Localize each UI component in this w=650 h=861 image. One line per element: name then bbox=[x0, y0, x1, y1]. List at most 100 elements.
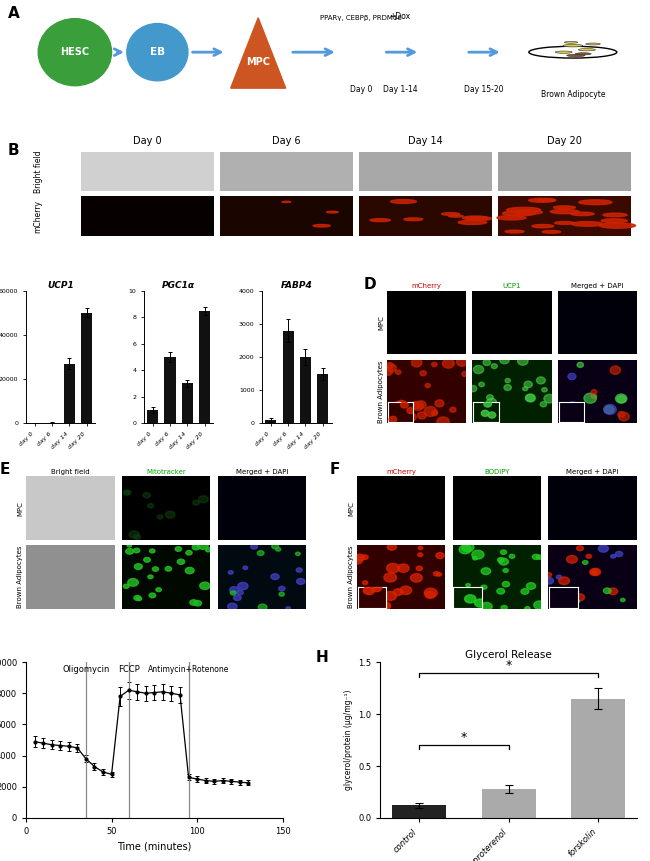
Circle shape bbox=[521, 589, 529, 594]
Circle shape bbox=[251, 544, 257, 549]
Circle shape bbox=[526, 583, 536, 589]
FancyBboxPatch shape bbox=[81, 152, 214, 191]
Circle shape bbox=[542, 231, 560, 233]
Circle shape bbox=[135, 564, 142, 569]
Text: *: * bbox=[461, 731, 467, 744]
Circle shape bbox=[435, 400, 444, 407]
Ellipse shape bbox=[38, 19, 112, 86]
Circle shape bbox=[361, 592, 366, 596]
Circle shape bbox=[540, 402, 547, 407]
Circle shape bbox=[192, 544, 200, 550]
Circle shape bbox=[134, 596, 140, 600]
Circle shape bbox=[536, 555, 542, 560]
Circle shape bbox=[424, 588, 437, 598]
Circle shape bbox=[186, 550, 192, 555]
Circle shape bbox=[436, 553, 444, 559]
Circle shape bbox=[545, 578, 554, 584]
Circle shape bbox=[571, 221, 603, 226]
Circle shape bbox=[443, 359, 454, 369]
Circle shape bbox=[567, 410, 573, 414]
Text: D: D bbox=[363, 276, 376, 292]
Circle shape bbox=[525, 607, 530, 610]
Circle shape bbox=[591, 568, 601, 575]
Title: Merged + DAPI: Merged + DAPI bbox=[571, 283, 623, 289]
Circle shape bbox=[395, 401, 402, 408]
Circle shape bbox=[604, 406, 614, 413]
Circle shape bbox=[621, 598, 625, 602]
Text: F: F bbox=[330, 462, 341, 478]
Circle shape bbox=[610, 366, 621, 375]
Circle shape bbox=[387, 543, 396, 550]
Circle shape bbox=[152, 567, 159, 571]
Circle shape bbox=[134, 535, 140, 539]
Circle shape bbox=[150, 549, 155, 553]
Circle shape bbox=[466, 584, 471, 587]
Circle shape bbox=[450, 407, 456, 412]
Title: Bright field: Bright field bbox=[51, 468, 90, 474]
Text: Antimycin+Rotenone: Antimycin+Rotenone bbox=[148, 666, 229, 674]
Circle shape bbox=[149, 593, 156, 598]
Circle shape bbox=[194, 601, 202, 606]
Circle shape bbox=[536, 377, 545, 384]
Circle shape bbox=[497, 588, 504, 594]
Circle shape bbox=[425, 383, 430, 387]
Text: HESC: HESC bbox=[60, 47, 90, 57]
Circle shape bbox=[362, 554, 368, 560]
Circle shape bbox=[237, 591, 243, 595]
Circle shape bbox=[473, 556, 477, 560]
Bar bbox=[482, 789, 536, 818]
Circle shape bbox=[448, 215, 463, 217]
Circle shape bbox=[501, 605, 507, 610]
Circle shape bbox=[479, 382, 484, 387]
Bar bbox=[265, 420, 276, 424]
Circle shape bbox=[437, 417, 449, 427]
Circle shape bbox=[156, 588, 161, 592]
Y-axis label: Brown Adipocytes: Brown Adipocytes bbox=[378, 360, 384, 423]
FancyBboxPatch shape bbox=[498, 196, 631, 236]
Y-axis label: MPC: MPC bbox=[378, 315, 384, 330]
Bar bbox=[182, 383, 193, 424]
Circle shape bbox=[517, 356, 528, 365]
Circle shape bbox=[524, 381, 532, 387]
Circle shape bbox=[125, 491, 130, 494]
Circle shape bbox=[556, 575, 562, 579]
Circle shape bbox=[463, 216, 488, 220]
Circle shape bbox=[393, 589, 403, 596]
Circle shape bbox=[387, 364, 396, 372]
Circle shape bbox=[148, 504, 154, 508]
Ellipse shape bbox=[127, 23, 188, 81]
Circle shape bbox=[554, 206, 575, 209]
Circle shape bbox=[590, 568, 599, 575]
Circle shape bbox=[424, 406, 437, 417]
Circle shape bbox=[466, 600, 472, 604]
Circle shape bbox=[603, 214, 627, 217]
Circle shape bbox=[577, 546, 584, 551]
Circle shape bbox=[418, 546, 422, 549]
Circle shape bbox=[417, 412, 426, 419]
Circle shape bbox=[538, 199, 556, 201]
Circle shape bbox=[514, 210, 542, 214]
Circle shape bbox=[575, 594, 584, 601]
Text: PPARγ, CEBPβ, PRDM16: PPARγ, CEBPβ, PRDM16 bbox=[320, 15, 402, 21]
Circle shape bbox=[227, 604, 237, 610]
Circle shape bbox=[577, 362, 584, 368]
Circle shape bbox=[469, 386, 476, 392]
Circle shape bbox=[434, 572, 439, 576]
Bar bbox=[164, 357, 176, 424]
Circle shape bbox=[567, 54, 585, 57]
Circle shape bbox=[618, 412, 625, 417]
Circle shape bbox=[502, 581, 510, 587]
FancyBboxPatch shape bbox=[81, 196, 214, 236]
Circle shape bbox=[365, 592, 374, 598]
Circle shape bbox=[384, 573, 396, 582]
Circle shape bbox=[491, 363, 497, 369]
Circle shape bbox=[411, 358, 422, 367]
Y-axis label: glycerol/protein (μg/mg⁻¹): glycerol/protein (μg/mg⁻¹) bbox=[344, 690, 352, 790]
Circle shape bbox=[459, 545, 471, 554]
Circle shape bbox=[462, 371, 468, 376]
Title: UCP1: UCP1 bbox=[502, 283, 521, 289]
Text: Bright field: Bright field bbox=[34, 150, 43, 193]
Text: Day 20: Day 20 bbox=[547, 136, 582, 146]
Circle shape bbox=[532, 225, 554, 227]
Circle shape bbox=[193, 500, 200, 505]
